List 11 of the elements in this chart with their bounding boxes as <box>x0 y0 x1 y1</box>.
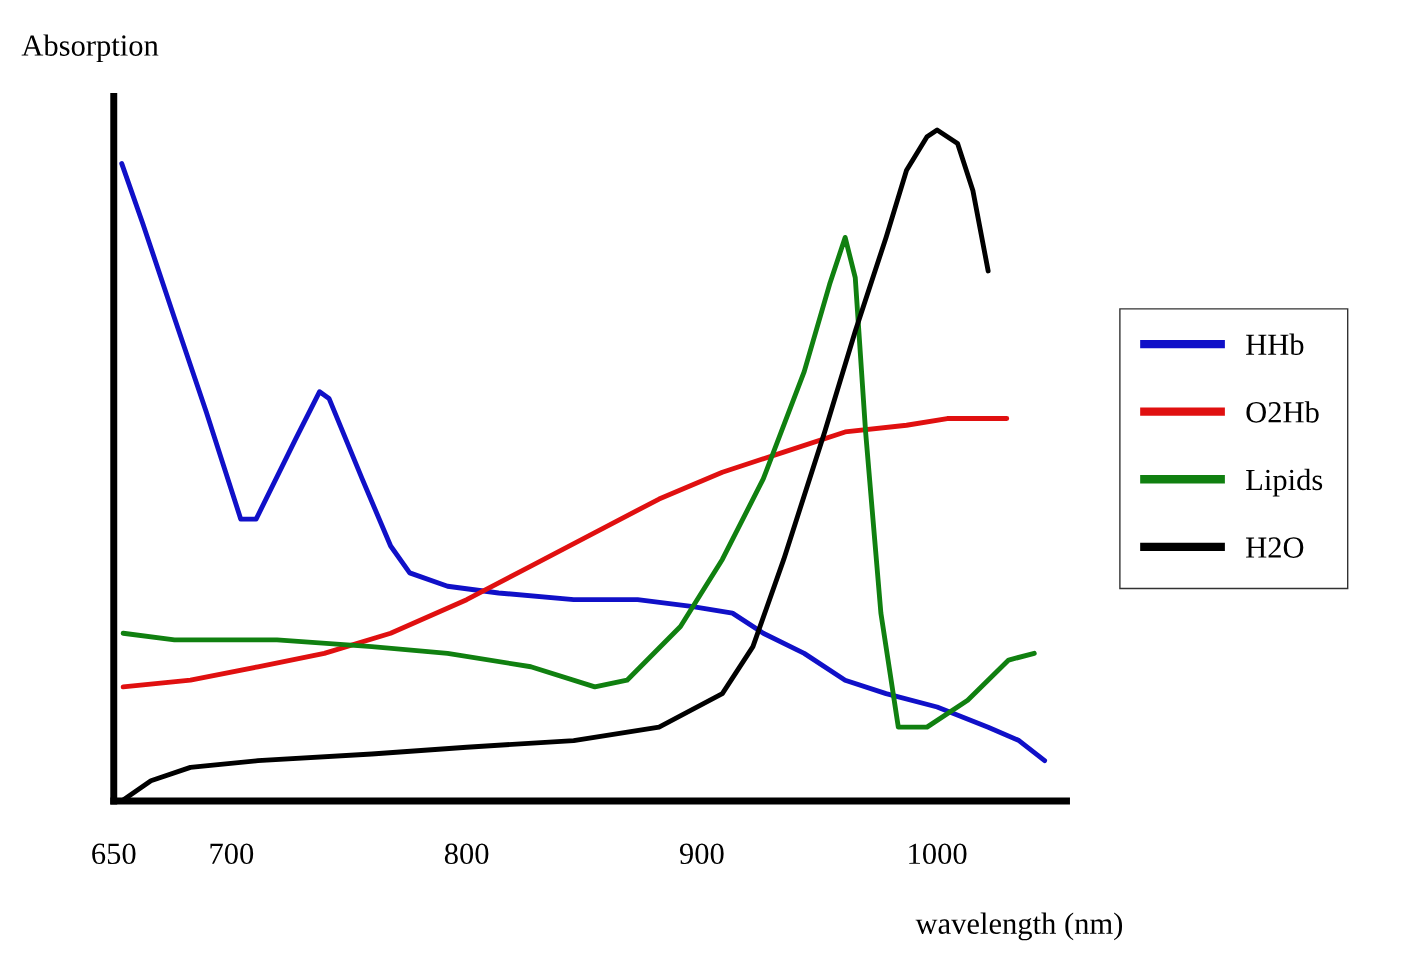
legend-label: O2Hb <box>1246 401 1319 423</box>
legend-label: Lipids <box>1246 468 1323 497</box>
y-axis-title: Absorption <box>21 34 159 63</box>
x-tick-label: 800 <box>444 843 489 865</box>
legend-label: H2O <box>1246 537 1304 558</box>
x-axis-title: wavelength (nm) <box>915 912 1123 941</box>
x-tick-label: 900 <box>679 843 724 865</box>
x-tick-label: 1000 <box>909 843 967 865</box>
x-tick-label: 650 <box>92 843 136 865</box>
legend-label: HHb <box>1246 333 1304 356</box>
x-tick-label: 700 <box>210 843 254 865</box>
